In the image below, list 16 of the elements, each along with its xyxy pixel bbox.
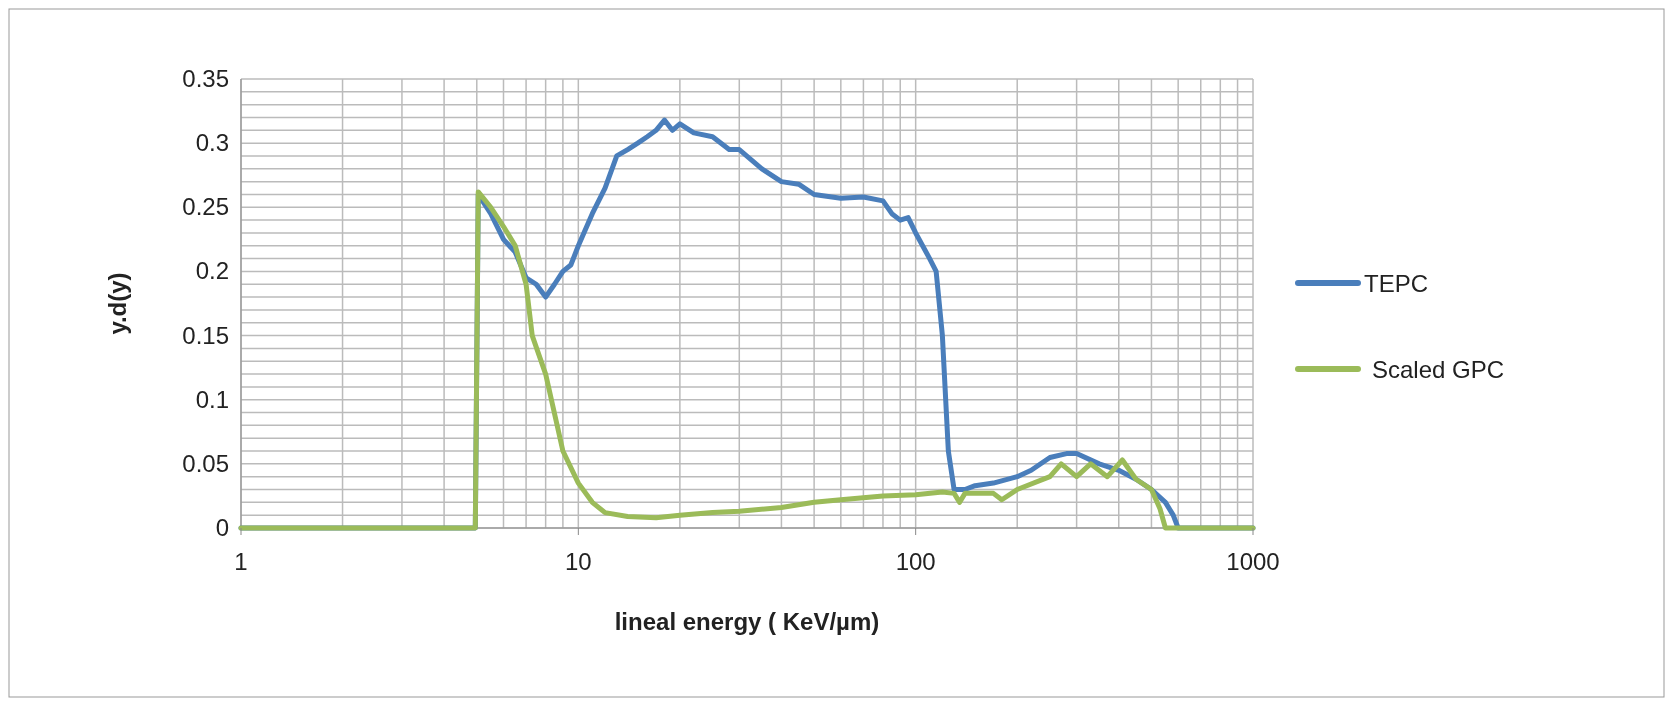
y-tick-label: 0.1 xyxy=(195,385,229,413)
legend-label: TEPC xyxy=(1364,270,1429,297)
x-tick-label: 100 xyxy=(895,548,936,575)
y-tick-label: 0.25 xyxy=(182,193,229,221)
x-tick-label: 10 xyxy=(564,548,592,575)
y-tick-label: 0.2 xyxy=(195,257,229,285)
y-tick-label: 0.3 xyxy=(195,129,229,157)
y-tick-label: 0.15 xyxy=(182,321,229,349)
y-tick-label: 0.05 xyxy=(182,449,229,477)
y-tick-label: 0.35 xyxy=(182,65,229,92)
y-axis-title: y.d(y) xyxy=(104,272,131,335)
legend-label: Scaled GPC xyxy=(1372,356,1505,383)
x-tick-label: 1000 xyxy=(1226,548,1280,575)
x-tick-label: 1 xyxy=(234,548,248,575)
y-tick-label: 0 xyxy=(215,514,229,541)
x-axis-title: lineal energy ( KeV/µm) xyxy=(614,608,880,635)
